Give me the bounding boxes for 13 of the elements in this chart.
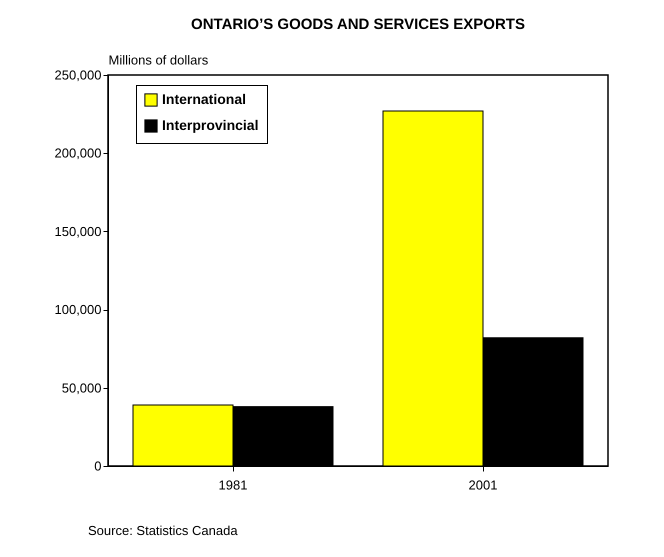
x-tick-label: 2001 bbox=[468, 478, 498, 492]
y-tick-label: 0 bbox=[94, 458, 102, 474]
chart-title: ONTARIO’S GOODS AND SERVICES EXPORTS bbox=[191, 16, 525, 33]
y-tick-label: 200,000 bbox=[54, 146, 102, 161]
y-axis-title: Millions of dollars bbox=[108, 52, 209, 68]
x-tick-label: 1981 bbox=[218, 478, 248, 492]
y-tick-label: 150,000 bbox=[54, 224, 102, 239]
legend-label: Interprovincial bbox=[162, 117, 258, 133]
legend-label: International bbox=[162, 91, 246, 107]
y-tick-label: 50,000 bbox=[62, 380, 102, 396]
source-note: Source: Statistics Canada bbox=[88, 523, 238, 538]
y-tick-label: 250,000 bbox=[54, 68, 102, 82]
y-tick-label: 100,000 bbox=[54, 302, 102, 318]
